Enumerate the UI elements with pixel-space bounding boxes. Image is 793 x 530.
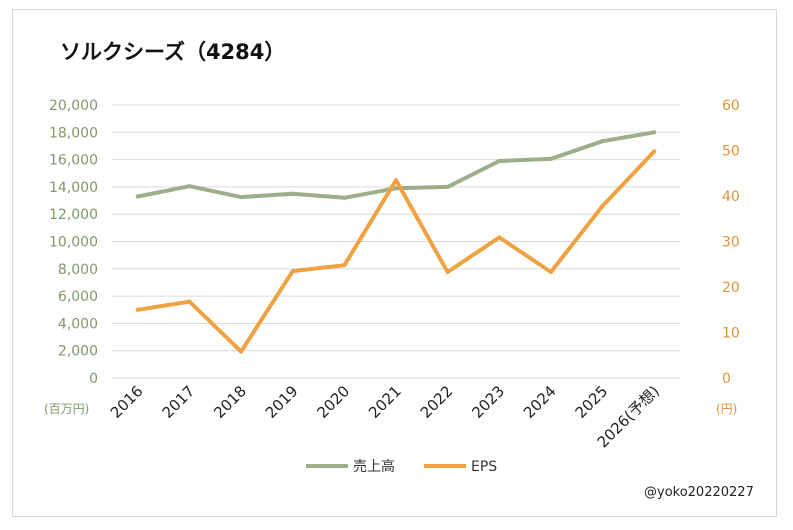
data-point xyxy=(135,194,140,199)
data-point xyxy=(394,178,398,183)
data-point xyxy=(342,195,347,200)
y-left-tick-label: 2,000 xyxy=(58,344,98,360)
data-point xyxy=(497,158,502,163)
data-point xyxy=(187,299,192,304)
data-point xyxy=(652,130,657,135)
data-point xyxy=(445,184,450,189)
y-left-unit-label: (百万円) xyxy=(44,402,89,416)
x-tick-label: 2019 xyxy=(262,382,302,422)
y-left-tick-label: 20,000 xyxy=(49,98,98,114)
y-right-tick-label: 60 xyxy=(722,98,740,114)
x-tick-label: 2023 xyxy=(468,382,508,422)
data-point xyxy=(290,269,295,274)
data-point xyxy=(548,269,553,274)
data-point xyxy=(548,156,553,161)
y-right-tick-label: 40 xyxy=(722,189,740,205)
x-tick-label: 2025 xyxy=(572,382,612,422)
x-tick-label: 2022 xyxy=(417,382,457,422)
y-right-tick-label: 10 xyxy=(722,326,740,342)
data-point xyxy=(445,269,450,274)
data-point xyxy=(342,263,347,268)
data-point xyxy=(290,191,295,196)
legend-label: 売上高 xyxy=(353,458,395,475)
x-tick-label: 2021 xyxy=(365,382,405,422)
data-point xyxy=(135,307,140,312)
x-tick-label: 2017 xyxy=(159,382,199,422)
y-right-unit-label: (円) xyxy=(716,402,737,416)
x-tick-label: 2016 xyxy=(107,382,147,422)
data-point xyxy=(497,235,502,240)
x-tick-label: 2020 xyxy=(313,382,353,422)
data-point xyxy=(652,149,657,154)
data-point xyxy=(239,195,244,200)
data-point xyxy=(239,349,244,354)
y-right-tick-label: 20 xyxy=(722,280,740,296)
chart-frame xyxy=(12,9,777,517)
y-left-tick-label: 10,000 xyxy=(49,235,98,251)
y-left-tick-label: 18,000 xyxy=(49,125,98,141)
y-right-tick-label: 50 xyxy=(722,144,740,160)
x-tick-label: 2018 xyxy=(210,382,250,422)
y-left-tick-label: 14,000 xyxy=(49,180,98,196)
data-point xyxy=(600,204,605,209)
y-right-tick-label: 0 xyxy=(722,371,731,387)
legend-label: EPS xyxy=(471,459,497,475)
data-point xyxy=(187,184,192,189)
data-point xyxy=(394,186,398,191)
chart-title: ソルクシーズ（4284） xyxy=(60,40,286,64)
credit-label: @yoko20220227 xyxy=(644,485,754,500)
y-left-tick-label: 6,000 xyxy=(58,289,98,305)
y-left-tick-label: 16,000 xyxy=(49,153,98,169)
y-left-tick-label: 4,000 xyxy=(58,316,98,332)
y-right-tick-label: 30 xyxy=(722,235,740,251)
x-tick-label: 2024 xyxy=(520,382,560,422)
y-left-tick-label: 12,000 xyxy=(49,207,98,223)
y-left-tick-label: 0 xyxy=(89,371,98,387)
data-point xyxy=(600,139,605,144)
y-left-tick-label: 8,000 xyxy=(58,262,98,278)
